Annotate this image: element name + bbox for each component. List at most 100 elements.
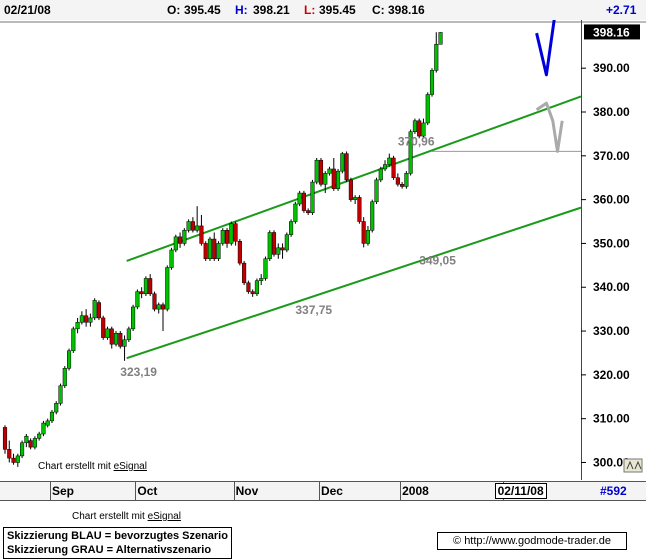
candle-body <box>131 306 136 330</box>
candle <box>28 438 33 450</box>
y-tick-label: 380.00 <box>593 105 630 119</box>
candle <box>404 171 409 189</box>
candle-body <box>122 339 127 347</box>
candle-body <box>387 157 392 165</box>
gray-scenario-sketch <box>535 101 564 153</box>
close-value: 398.16 <box>388 3 425 17</box>
candle-body <box>178 236 183 244</box>
x-tick <box>49 482 51 500</box>
candle-body <box>412 120 417 132</box>
candle <box>412 118 417 134</box>
candle-body <box>220 230 225 244</box>
candle-body <box>246 282 251 292</box>
x-tick <box>400 482 402 500</box>
low-value: 395.45 <box>319 3 356 17</box>
candle-body <box>96 302 101 319</box>
candle-body <box>297 192 302 205</box>
quote-date: 02/21/08 <box>4 3 51 17</box>
candle-body <box>318 159 324 185</box>
candle-body <box>165 267 170 310</box>
candle <box>165 265 170 312</box>
candle <box>186 219 191 233</box>
candle <box>126 326 131 342</box>
candle <box>301 190 306 213</box>
candle <box>382 160 388 172</box>
candle-body <box>212 238 217 260</box>
x-tick-label: Sep <box>51 484 74 498</box>
candle <box>67 348 72 371</box>
candle <box>340 151 345 174</box>
candle <box>139 287 144 299</box>
candle <box>24 434 29 448</box>
candle-body <box>45 420 50 426</box>
candle-body <box>293 203 298 222</box>
candle <box>318 158 324 187</box>
candle-body <box>126 328 131 341</box>
candle-body <box>429 70 435 95</box>
y-tick-label: 370.00 <box>593 149 630 163</box>
zoom-scale-icon[interactable] <box>623 458 643 473</box>
candle-body <box>105 328 110 338</box>
candle-body <box>113 332 119 345</box>
candle-body <box>323 173 328 185</box>
candle <box>224 228 230 248</box>
candle <box>438 32 443 45</box>
candle <box>323 171 328 194</box>
y-tick-label: 310.00 <box>593 412 630 426</box>
candle-body <box>378 168 383 181</box>
candle-body <box>88 317 93 323</box>
candle <box>220 228 225 246</box>
candle <box>408 129 413 176</box>
quote-header: 02/21/08 O: 395.45 H: 398.21 L: 395.45 C… <box>0 0 646 21</box>
candle-body <box>7 449 12 459</box>
candle <box>54 401 59 415</box>
candle-body <box>224 230 230 244</box>
x-tick-label: Oct <box>137 484 158 498</box>
y-tick-label: 330.00 <box>593 324 630 338</box>
candle-body <box>361 221 366 244</box>
candle <box>284 232 289 253</box>
candle-body <box>276 247 281 255</box>
price-annotation: 337,75 <box>295 303 332 317</box>
chart-credit-inner: Chart erstellt mit eSignal <box>38 461 147 472</box>
change-value: +2.71 <box>606 3 637 17</box>
candle-body <box>190 221 195 231</box>
candle <box>75 317 80 334</box>
candle-body <box>434 44 439 71</box>
candle <box>327 166 332 176</box>
candle-body <box>259 278 264 281</box>
y-tick-label: 350.00 <box>593 236 630 250</box>
candle <box>331 158 336 191</box>
y-tick-label: 360.00 <box>593 193 630 207</box>
candle <box>20 440 25 459</box>
high-label: H: <box>235 3 248 17</box>
candle <box>203 241 208 261</box>
candle <box>113 331 119 347</box>
candle <box>310 179 315 215</box>
candle <box>88 313 93 327</box>
candle <box>357 195 362 224</box>
candle <box>11 453 16 465</box>
y-tick-label: 340.00 <box>593 280 630 294</box>
candle <box>135 289 140 310</box>
x-tick-label: 02/11/08 <box>494 483 547 499</box>
candle <box>421 118 426 139</box>
candle-body <box>135 291 140 308</box>
candle-body <box>195 225 200 231</box>
x-tick-label: Nov <box>235 484 259 498</box>
candle-body <box>314 159 319 183</box>
candle-body <box>229 223 234 244</box>
candle-body <box>310 181 315 214</box>
symbol-count: #592 <box>600 484 627 498</box>
candle-body <box>118 332 123 347</box>
source-url[interactable]: © http://www.godmode-trader.de <box>437 532 627 550</box>
candle <box>7 440 12 463</box>
candle-body <box>267 232 272 260</box>
low-label: L: <box>304 3 316 17</box>
price-chart[interactable]: 300.00 310.00 320.00 330.00 340.00 350.00 360.… <box>0 20 646 480</box>
candle-body <box>203 243 208 260</box>
candle-body <box>20 442 25 457</box>
candle-body <box>400 184 405 187</box>
candle <box>71 326 76 353</box>
candle <box>109 326 114 349</box>
